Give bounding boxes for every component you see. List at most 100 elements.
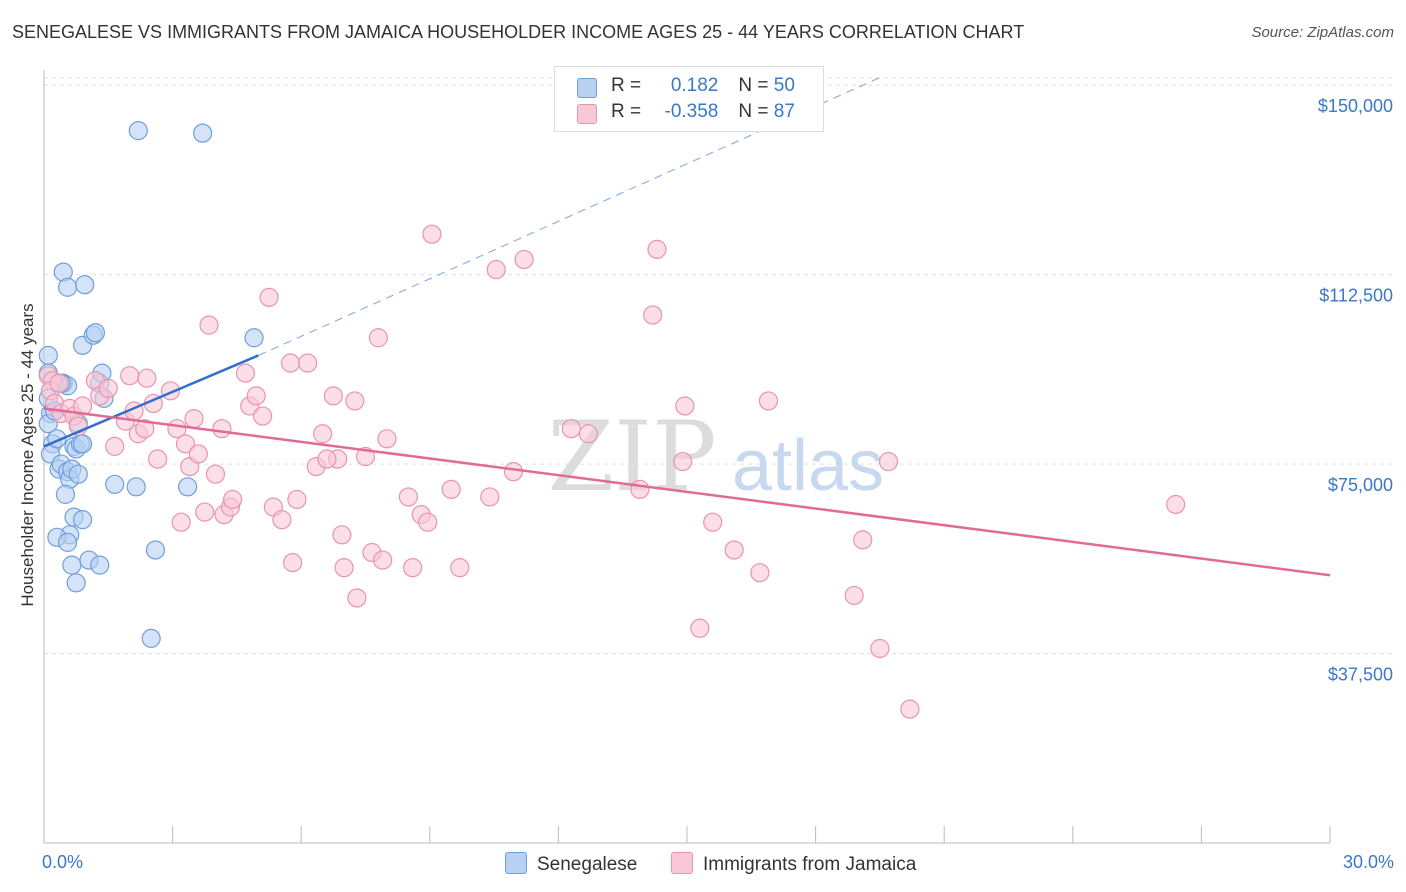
point-senegalese <box>66 573 86 593</box>
point-jamaica <box>235 363 256 383</box>
point-jamaica <box>878 451 899 472</box>
point-jamaica <box>690 618 710 638</box>
legend-n-label: N = <box>738 75 774 96</box>
point-jamaica <box>1166 494 1186 515</box>
point-jamaica <box>137 368 157 388</box>
series-jamaica <box>38 224 1186 719</box>
point-jamaica <box>313 424 333 444</box>
point-jamaica <box>212 419 232 439</box>
point-senegalese <box>126 477 146 497</box>
watermark-atlas: atlas <box>732 426 884 506</box>
legend-n-label: N = <box>738 101 774 122</box>
trend-line-senegalese <box>43 354 259 448</box>
point-jamaica <box>246 386 266 406</box>
point-jamaica <box>844 585 864 606</box>
x-tick-label-min: 0.0% <box>42 852 84 872</box>
bottom-legend-swatch-senegalese <box>505 852 527 874</box>
legend-r-value: -0.358 <box>664 101 719 122</box>
watermark-zip: ZIP <box>547 401 716 513</box>
point-jamaica <box>441 479 461 499</box>
point-jamaica <box>135 419 155 439</box>
point-jamaica <box>377 429 397 449</box>
point-jamaica <box>184 409 204 429</box>
point-jamaica <box>283 552 303 573</box>
legend-n-value: 50 <box>773 75 795 96</box>
point-jamaica <box>199 315 219 335</box>
point-senegalese <box>75 275 95 295</box>
point-jamaica <box>195 502 215 522</box>
y-tick-label: $112,500 <box>1319 286 1393 306</box>
point-jamaica <box>750 563 770 583</box>
point-jamaica <box>900 699 920 719</box>
point-jamaica <box>514 249 534 270</box>
point-jamaica <box>205 464 226 484</box>
point-jamaica <box>259 287 279 307</box>
point-senegalese <box>141 628 161 648</box>
y-tick-label: $75,000 <box>1328 475 1393 495</box>
point-jamaica <box>758 391 779 411</box>
point-senegalese <box>57 532 78 552</box>
point-jamaica <box>298 353 318 373</box>
y-tick-labels: $37,500 $75,000 $112,500 $150,000 <box>1318 96 1393 684</box>
point-senegalese <box>145 540 166 560</box>
point-jamaica <box>332 525 352 545</box>
bottom-legend-senegalese: Senegalese <box>505 852 637 876</box>
point-senegalese <box>72 510 93 530</box>
point-senegalese <box>105 474 125 494</box>
point-jamaica <box>870 638 890 659</box>
point-jamaica <box>503 462 523 482</box>
point-jamaica <box>323 386 343 406</box>
point-jamaica <box>280 353 301 373</box>
point-jamaica <box>418 512 438 532</box>
point-jamaica <box>223 489 243 510</box>
point-jamaica <box>120 366 140 386</box>
point-senegalese <box>85 323 106 343</box>
point-jamaica <box>486 259 506 280</box>
point-jamaica <box>643 305 663 325</box>
legend-r-label: R = <box>611 101 647 122</box>
point-jamaica <box>272 510 292 530</box>
y-axis-label: Householder Income Ages 25 - 44 years <box>18 303 37 607</box>
point-jamaica <box>188 444 208 464</box>
point-jamaica <box>630 479 650 499</box>
point-senegalese <box>193 123 213 143</box>
point-senegalese <box>244 328 264 348</box>
point-senegalese <box>55 484 76 504</box>
legend-swatch-senegalese <box>577 78 597 98</box>
point-jamaica <box>347 588 367 608</box>
legend-r-label: R = <box>611 75 647 96</box>
stats-legend: R = 0.182 N = 50 R = -0.358 N = 87 <box>554 66 824 132</box>
point-jamaica <box>105 436 125 456</box>
chart-title: SENEGALESE VS IMMIGRANTS FROM JAMAICA HO… <box>12 22 1025 42</box>
chart-source: Source: ZipAtlas.com <box>1251 24 1394 41</box>
point-jamaica <box>334 558 354 578</box>
bottom-legend-label-jamaica: Immigrants from Jamaica <box>703 854 917 875</box>
x-tick-label-max: 30.0% <box>1342 852 1394 872</box>
bottom-legend-label-senegalese: Senegalese <box>537 854 638 875</box>
point-jamaica <box>647 239 667 259</box>
point-jamaica <box>853 530 873 550</box>
legend-n-value: 87 <box>773 101 795 122</box>
point-senegalese <box>128 121 148 141</box>
point-senegalese <box>57 277 78 297</box>
point-jamaica <box>422 224 442 244</box>
point-jamaica <box>287 489 307 510</box>
point-jamaica <box>345 391 365 411</box>
point-jamaica <box>171 512 191 532</box>
point-senegalese <box>68 464 88 484</box>
point-jamaica <box>403 558 423 578</box>
point-jamaica <box>253 406 273 426</box>
point-jamaica <box>578 424 599 444</box>
y-tick-label: $37,500 <box>1328 665 1393 685</box>
point-jamaica <box>368 328 388 348</box>
point-senegalese <box>90 555 110 575</box>
bottom-legend-swatch-jamaica <box>671 852 693 874</box>
point-jamaica <box>724 540 744 560</box>
point-jamaica <box>675 396 695 416</box>
point-jamaica <box>673 451 693 472</box>
point-senegalese <box>178 477 198 497</box>
point-jamaica <box>450 558 470 578</box>
point-jamaica <box>147 449 168 469</box>
point-jamaica <box>175 434 196 454</box>
